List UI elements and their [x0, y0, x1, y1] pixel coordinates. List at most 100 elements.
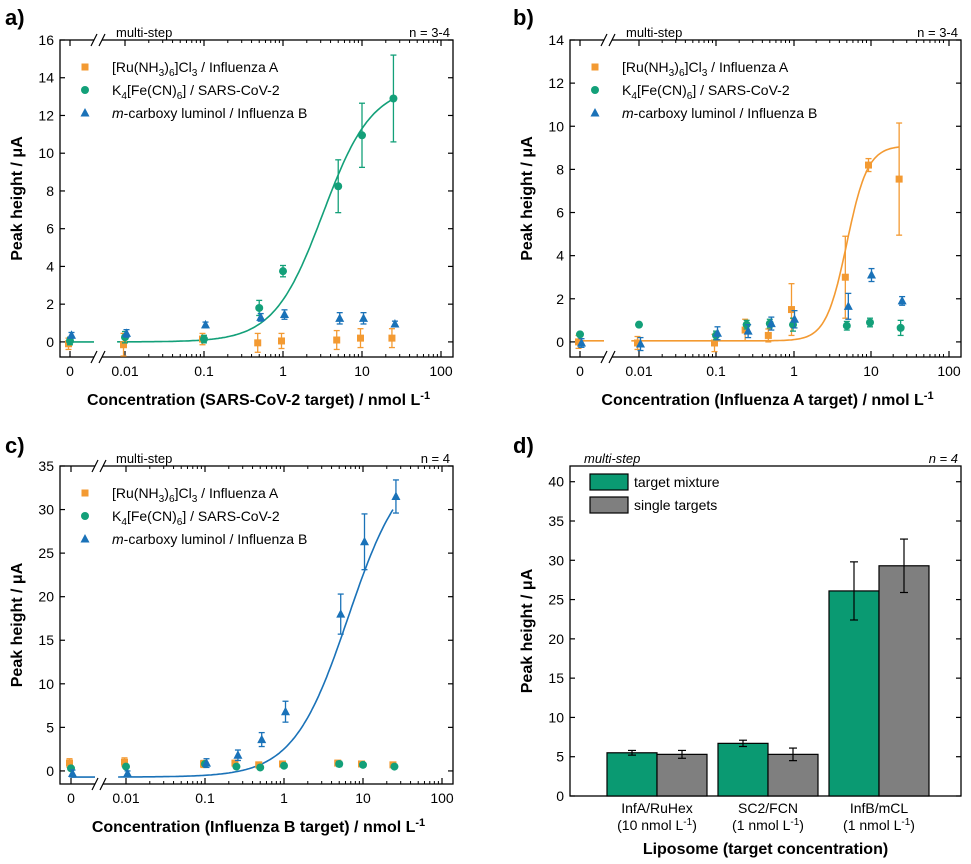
- data-point: [842, 274, 849, 281]
- data-point: [67, 330, 76, 339]
- x-tick-label: 0: [576, 363, 584, 379]
- data-point: [897, 324, 905, 332]
- legend-entry: [Ru(NH3)6]Cl3 / Influenza A: [622, 59, 789, 79]
- data-point: [866, 318, 874, 326]
- x-tick-label: 0.1: [195, 790, 215, 806]
- legend-entry: K4[Fe(CN)6] / SARS-CoV-2: [112, 508, 280, 528]
- data-point: [334, 182, 342, 190]
- x-tick-label: 10: [354, 363, 370, 379]
- data-point: [254, 339, 261, 346]
- y-tick-label: 12: [38, 107, 54, 123]
- y-axis-label: Peak height / μA: [519, 136, 536, 261]
- x-tick-label: 0.01: [625, 363, 652, 379]
- data-point: [576, 330, 584, 338]
- legend-marker: [592, 64, 599, 71]
- legend-entry: m-carboxy luminol / Influenza B: [112, 105, 307, 121]
- panel-3: c)multi-step n = 405101520253035Peak heig…: [5, 433, 454, 836]
- data-point: [388, 335, 395, 342]
- x-tick-label: 1: [280, 790, 288, 806]
- data-point: [360, 537, 369, 546]
- y-axis-label: Peak height / μA: [9, 562, 26, 687]
- data-point: [359, 761, 367, 769]
- y-tick-label: 0: [556, 788, 564, 804]
- data-point: [357, 335, 364, 342]
- series-circle: [66, 55, 397, 345]
- y-tick-label: 5: [556, 749, 564, 765]
- data-point: [765, 332, 772, 339]
- note-right: n = 4: [929, 451, 958, 466]
- y-tick-label: 10: [548, 118, 564, 134]
- data-point: [389, 94, 397, 102]
- note-left: multi-step: [584, 451, 640, 466]
- data-point: [843, 322, 851, 330]
- y-axis-label: Peak height / μA: [519, 568, 536, 693]
- category-label: InfB/mCL: [850, 800, 909, 816]
- data-point: [390, 763, 398, 771]
- series-square: [66, 758, 396, 768]
- y-tick-label: 25: [548, 592, 564, 608]
- data-point: [635, 321, 643, 329]
- y-tick-label: 5: [46, 719, 54, 735]
- y-tick-label: 10: [38, 676, 54, 692]
- data-point: [122, 328, 131, 337]
- bar: [829, 591, 879, 796]
- y-tick-label: 15: [548, 670, 564, 686]
- legend-entry: target mixture: [634, 474, 720, 490]
- data-point: [201, 320, 210, 329]
- y-tick-label: 40: [548, 474, 564, 490]
- note-left: multi-step: [626, 25, 682, 40]
- y-tick-label: 14: [38, 70, 54, 86]
- data-point: [280, 762, 288, 770]
- data-point: [278, 337, 285, 344]
- legend-entry: K4[Fe(CN)6] / SARS-CoV-2: [622, 82, 790, 102]
- y-tick-label: 6: [556, 205, 564, 221]
- y-tick-label: 4: [556, 248, 564, 264]
- legend-marker: [81, 108, 90, 117]
- panel-label: b): [513, 5, 534, 30]
- x-tick-label: 1: [790, 363, 798, 379]
- y-tick-label: 25: [38, 545, 54, 561]
- y-tick-label: 8: [46, 183, 54, 199]
- y-tick-label: 20: [548, 631, 564, 647]
- x-axis-label: Liposome (target concentration): [643, 841, 888, 858]
- x-tick-label: 1: [279, 363, 287, 379]
- data-point: [865, 162, 872, 169]
- x-tick-label: 0.01: [111, 363, 138, 379]
- x-tick-label: 0: [66, 363, 74, 379]
- note-right: n = 3-4: [409, 25, 450, 40]
- y-tick-label: 16: [38, 32, 54, 48]
- legend: [Ru(NH3)6]Cl3 / Influenza A K4[Fe(CN)6] /…: [81, 59, 308, 121]
- legend-entry: [Ru(NH3)6]Cl3 / Influenza A: [112, 485, 279, 505]
- data-point: [256, 312, 265, 321]
- data-point: [898, 296, 907, 305]
- y-tick-label: 10: [548, 709, 564, 725]
- data-point: [335, 313, 344, 322]
- bar: [607, 753, 657, 796]
- y-tick-label: 35: [548, 513, 564, 529]
- bar: [718, 743, 768, 796]
- legend-marker: [591, 86, 599, 94]
- x-tick-label: 0.1: [706, 363, 726, 379]
- series-triangle: [68, 480, 400, 777]
- data-point: [255, 304, 263, 312]
- y-tick-label: 30: [548, 552, 564, 568]
- data-point: [867, 270, 876, 279]
- note-right: n = 4: [421, 451, 450, 466]
- series-square: [575, 123, 903, 352]
- x-axis-label: Concentration (Influenza B target) / nmo…: [92, 817, 425, 836]
- legend-marker: [81, 534, 90, 543]
- series-circle: [576, 318, 905, 340]
- legend-marker: [81, 86, 89, 94]
- x-tick-label: 100: [430, 790, 454, 806]
- note-left: multi-step: [116, 25, 172, 40]
- y-tick-label: 12: [548, 75, 564, 91]
- legend-entry: K4[Fe(CN)6] / SARS-CoV-2: [112, 82, 280, 102]
- data-point: [281, 707, 290, 716]
- bar: [879, 566, 929, 796]
- category-sublabel: (1 nmol L-1): [843, 817, 915, 833]
- fit-curve: [71, 510, 393, 777]
- y-tick-label: 0: [46, 763, 54, 779]
